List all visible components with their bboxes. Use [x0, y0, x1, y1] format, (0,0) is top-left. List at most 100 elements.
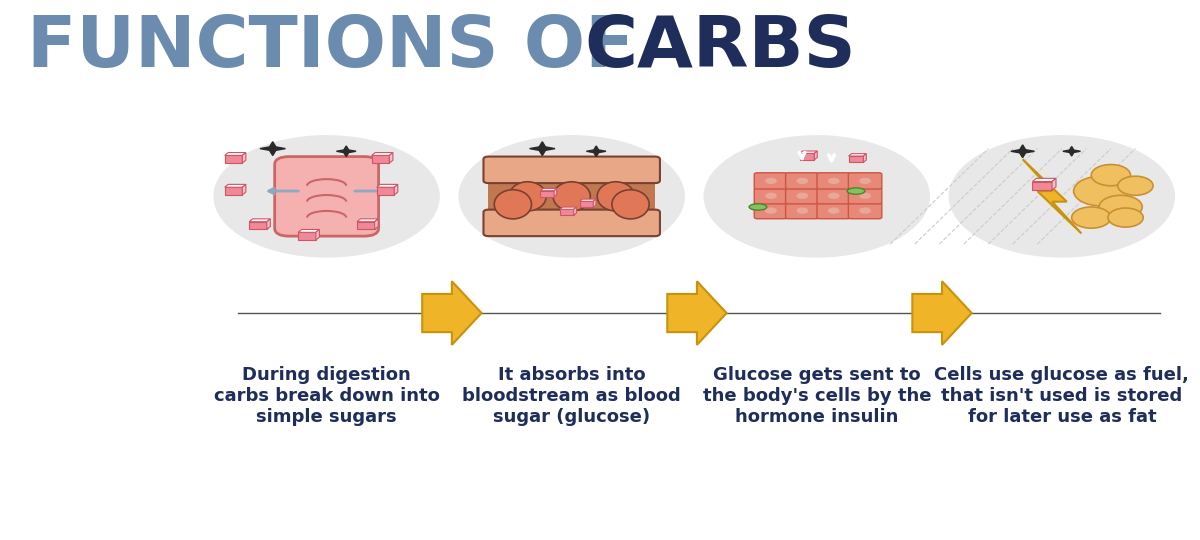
Ellipse shape: [553, 182, 590, 211]
Ellipse shape: [509, 182, 546, 211]
Polygon shape: [358, 222, 374, 230]
Polygon shape: [358, 219, 378, 222]
FancyBboxPatch shape: [488, 175, 655, 223]
FancyBboxPatch shape: [786, 202, 820, 219]
Polygon shape: [395, 184, 397, 195]
Circle shape: [766, 178, 776, 184]
FancyBboxPatch shape: [848, 187, 882, 204]
Polygon shape: [1032, 178, 1056, 181]
Polygon shape: [863, 154, 866, 163]
Polygon shape: [374, 219, 378, 230]
Circle shape: [766, 207, 776, 214]
Polygon shape: [250, 219, 270, 222]
Polygon shape: [593, 199, 596, 207]
Polygon shape: [815, 151, 817, 160]
Circle shape: [1072, 207, 1111, 228]
Circle shape: [828, 207, 840, 214]
Circle shape: [1108, 208, 1144, 227]
Text: It absorbs into
bloodstream as blood
sugar (glucose): It absorbs into bloodstream as blood sug…: [462, 366, 682, 426]
Polygon shape: [224, 156, 242, 163]
FancyBboxPatch shape: [786, 187, 820, 204]
Text: During digestion
carbs break down into
simple sugars: During digestion carbs break down into s…: [214, 366, 439, 426]
FancyBboxPatch shape: [755, 187, 787, 204]
Polygon shape: [580, 201, 593, 207]
FancyBboxPatch shape: [755, 202, 787, 219]
FancyBboxPatch shape: [786, 173, 820, 189]
Polygon shape: [260, 141, 286, 156]
Ellipse shape: [612, 190, 649, 219]
Polygon shape: [266, 219, 270, 230]
Polygon shape: [336, 146, 356, 157]
Polygon shape: [560, 210, 574, 215]
Polygon shape: [554, 188, 557, 197]
Polygon shape: [1052, 178, 1056, 190]
Circle shape: [797, 178, 809, 184]
Polygon shape: [667, 281, 726, 345]
Polygon shape: [372, 152, 392, 156]
Polygon shape: [848, 154, 866, 156]
FancyBboxPatch shape: [817, 187, 851, 204]
Polygon shape: [799, 153, 815, 160]
Polygon shape: [316, 230, 319, 240]
Ellipse shape: [598, 182, 635, 211]
FancyBboxPatch shape: [755, 173, 787, 189]
Polygon shape: [377, 187, 395, 195]
Polygon shape: [1063, 146, 1080, 156]
FancyBboxPatch shape: [275, 157, 378, 236]
Polygon shape: [389, 152, 392, 163]
Polygon shape: [912, 281, 972, 345]
Circle shape: [1117, 176, 1153, 195]
Polygon shape: [298, 230, 319, 232]
Polygon shape: [560, 207, 576, 210]
Circle shape: [828, 193, 840, 199]
Polygon shape: [250, 222, 266, 230]
Polygon shape: [298, 232, 316, 240]
Polygon shape: [529, 141, 556, 156]
Polygon shape: [377, 184, 397, 187]
FancyBboxPatch shape: [484, 210, 660, 236]
Ellipse shape: [749, 204, 767, 210]
Polygon shape: [848, 156, 863, 163]
Polygon shape: [242, 184, 246, 195]
Ellipse shape: [847, 188, 865, 194]
Circle shape: [859, 193, 871, 199]
Circle shape: [766, 193, 776, 199]
Circle shape: [703, 135, 930, 258]
FancyBboxPatch shape: [817, 173, 851, 189]
Circle shape: [1099, 195, 1142, 219]
Circle shape: [1074, 176, 1128, 206]
Polygon shape: [580, 199, 596, 201]
Polygon shape: [1022, 159, 1081, 233]
Polygon shape: [540, 191, 554, 197]
Text: CARBS: CARBS: [584, 14, 856, 82]
Polygon shape: [1010, 145, 1034, 158]
Circle shape: [1091, 165, 1130, 186]
FancyBboxPatch shape: [484, 157, 660, 183]
Ellipse shape: [494, 190, 532, 219]
Polygon shape: [224, 184, 246, 187]
Circle shape: [828, 178, 840, 184]
Circle shape: [859, 178, 871, 184]
Circle shape: [214, 135, 440, 258]
Polygon shape: [799, 151, 817, 153]
Circle shape: [859, 207, 871, 214]
Polygon shape: [224, 152, 246, 156]
Circle shape: [797, 207, 809, 214]
Polygon shape: [540, 188, 557, 191]
Text: Cells use glucose as fuel,
that isn't used is stored
for later use as fat: Cells use glucose as fuel, that isn't us…: [935, 366, 1189, 426]
Polygon shape: [422, 281, 481, 345]
Circle shape: [949, 135, 1175, 258]
Polygon shape: [1032, 181, 1052, 190]
Circle shape: [458, 135, 685, 258]
Text: FUNCTIONS OF: FUNCTIONS OF: [28, 14, 660, 82]
Polygon shape: [574, 207, 576, 215]
Text: Glucose gets sent to
the body's cells by the
hormone insulin: Glucose gets sent to the body's cells by…: [702, 366, 931, 426]
Circle shape: [797, 193, 809, 199]
Polygon shape: [224, 187, 242, 195]
Polygon shape: [242, 152, 246, 163]
Polygon shape: [372, 156, 389, 163]
FancyBboxPatch shape: [848, 173, 882, 189]
FancyBboxPatch shape: [817, 202, 851, 219]
Polygon shape: [587, 146, 606, 157]
FancyBboxPatch shape: [848, 202, 882, 219]
